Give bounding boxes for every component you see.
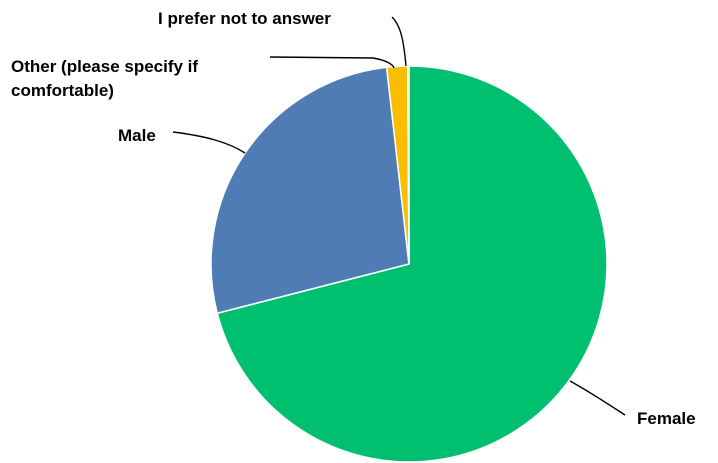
- pie-slices: [210, 65, 608, 463]
- slice-label-female: Female: [637, 409, 696, 428]
- leader-line-male: [172, 131, 246, 154]
- pie-slice-i-prefer-not-to-answer: [407, 65, 410, 265]
- leader-lines: [172, 16, 626, 416]
- leader-line-other: [269, 56, 395, 69]
- slice-label-male: Male: [118, 126, 156, 145]
- pie-slice-male: [210, 66, 410, 314]
- slice-labels: Female Male Other (please specify if com…: [11, 9, 696, 428]
- leader-line-prefer: [391, 16, 407, 67]
- leader-line-female: [569, 380, 626, 416]
- slice-label-prefer-not: I prefer not to answer: [158, 9, 331, 28]
- pie-slice-female: [216, 65, 608, 463]
- slice-label-other-line1: Other (please specify if: [11, 57, 198, 76]
- slice-label-other-line2: comfortable): [11, 81, 114, 100]
